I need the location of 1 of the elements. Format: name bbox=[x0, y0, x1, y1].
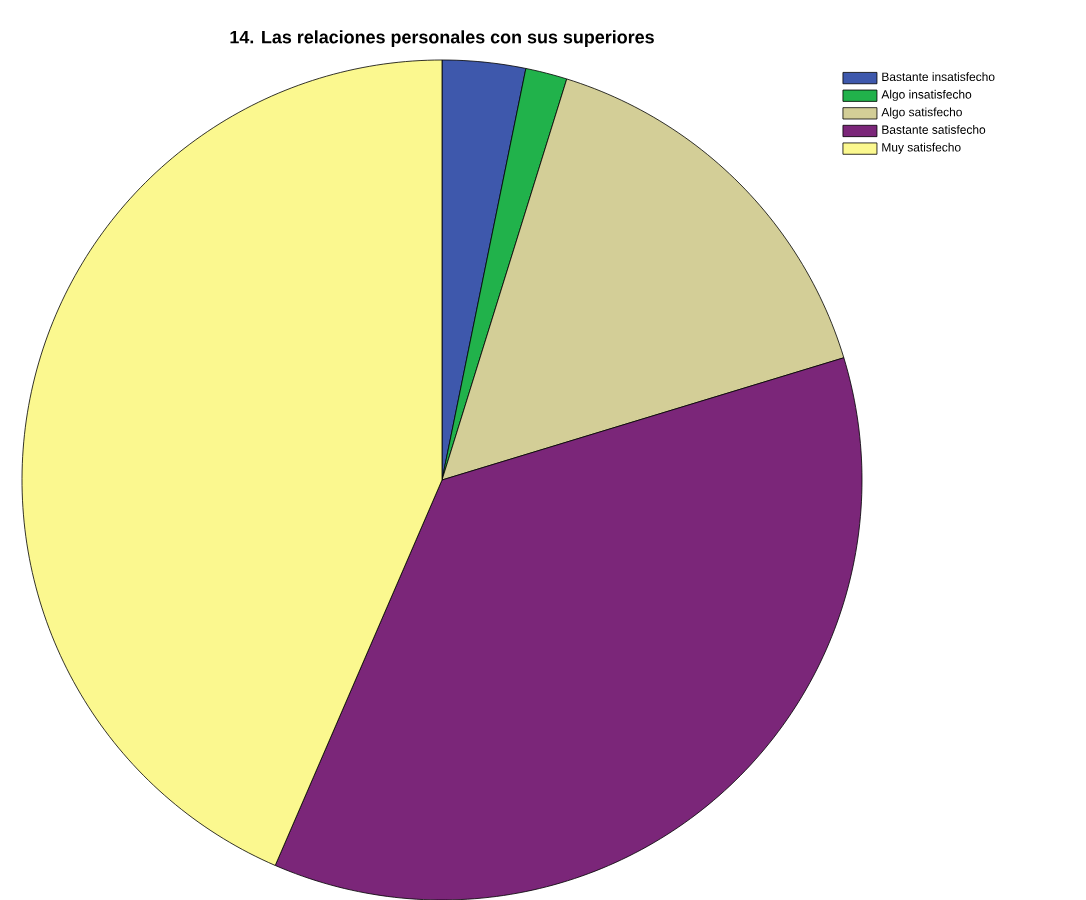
chart-title: 14. Las relaciones personales con sus superiores bbox=[230, 30, 654, 47]
